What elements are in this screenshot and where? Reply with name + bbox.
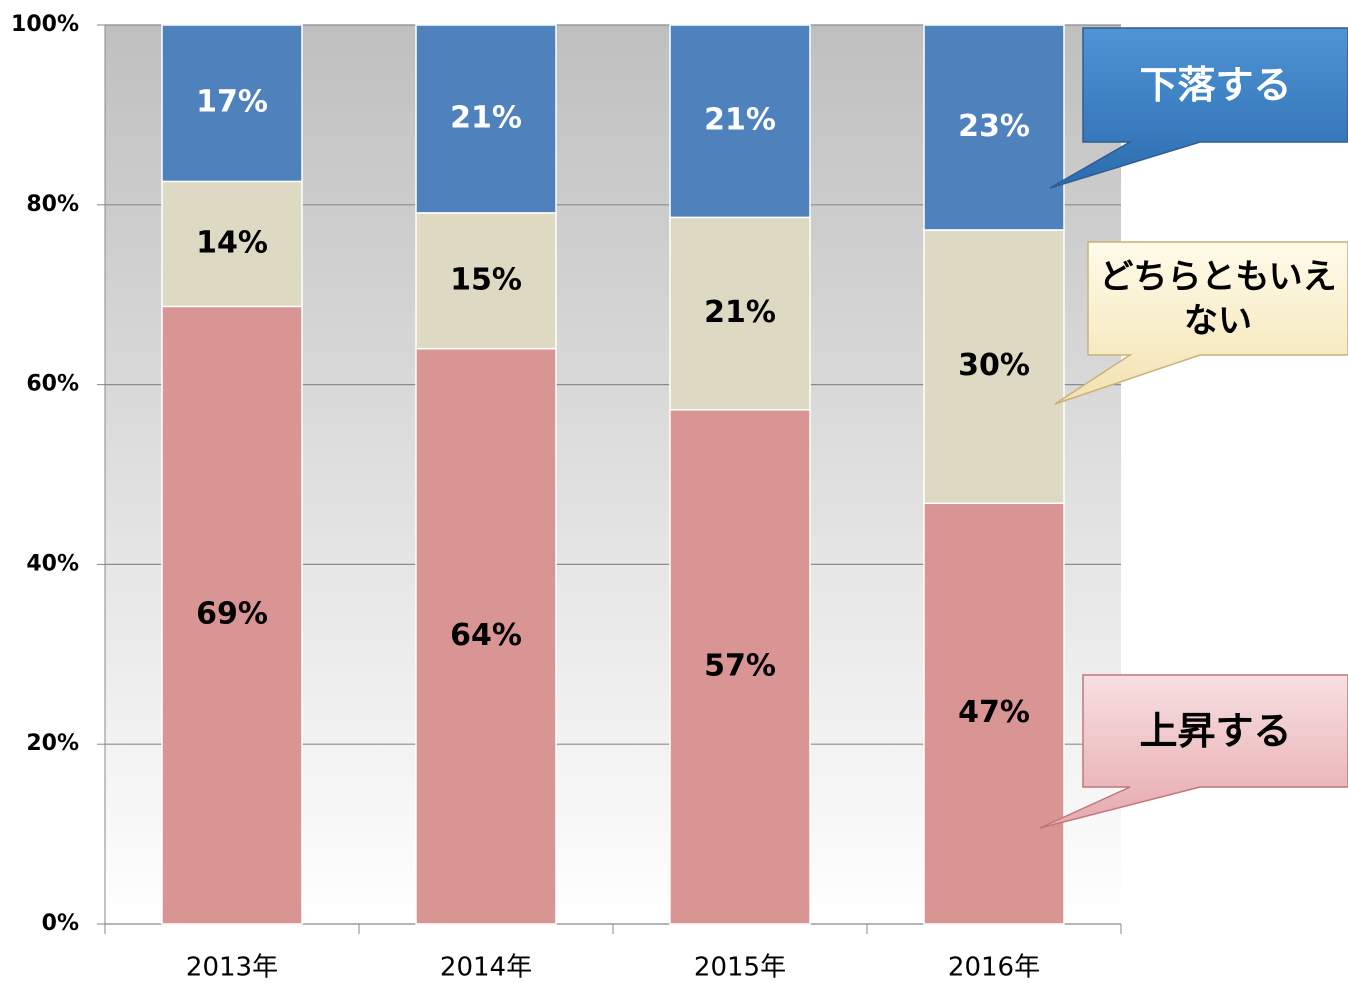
data-label: 30% bbox=[958, 348, 1030, 383]
y-tick-label: 20% bbox=[26, 731, 79, 756]
data-label: 23% bbox=[958, 109, 1030, 144]
data-label: 21% bbox=[450, 100, 522, 135]
bar-segment bbox=[161, 180, 303, 308]
data-label: 47% bbox=[958, 695, 1030, 730]
legend-callout bbox=[1054, 241, 1348, 405]
bar-segment bbox=[923, 502, 1065, 925]
data-label: 15% bbox=[450, 262, 522, 297]
bar-segment bbox=[923, 24, 1065, 231]
data-label: 64% bbox=[450, 618, 522, 653]
legend-callout bbox=[1049, 27, 1348, 189]
legend-label: 下落する bbox=[1139, 63, 1292, 107]
legend-label: どちらともいえない bbox=[1099, 256, 1337, 341]
bar-segment bbox=[161, 24, 303, 183]
data-label: 17% bbox=[196, 85, 268, 120]
bar-segment bbox=[923, 229, 1065, 505]
bar-segment bbox=[415, 212, 557, 350]
y-tick-label: 40% bbox=[26, 551, 79, 576]
data-label: 69% bbox=[196, 597, 268, 632]
y-tick-label: 100% bbox=[11, 12, 79, 37]
bar-segment bbox=[669, 409, 811, 925]
y-tick-label: 0% bbox=[42, 911, 79, 936]
x-tick-label: 2014年 bbox=[440, 953, 532, 983]
bar-segment bbox=[415, 24, 557, 214]
x-tick-label: 2016年 bbox=[948, 953, 1040, 983]
data-label: 57% bbox=[704, 648, 776, 683]
bar-segment bbox=[669, 24, 811, 219]
legend-label: 上昇する bbox=[1139, 709, 1292, 753]
x-tick-label: 2015年 bbox=[694, 953, 786, 983]
legend-callout bbox=[1039, 674, 1348, 829]
data-label: 14% bbox=[196, 225, 268, 260]
bar-segment bbox=[161, 305, 303, 925]
y-tick-label: 60% bbox=[26, 372, 79, 397]
y-tick-label: 80% bbox=[26, 192, 79, 217]
x-tick-label: 2013年 bbox=[186, 953, 278, 983]
data-label: 21% bbox=[704, 295, 776, 330]
data-label: 21% bbox=[704, 103, 776, 138]
